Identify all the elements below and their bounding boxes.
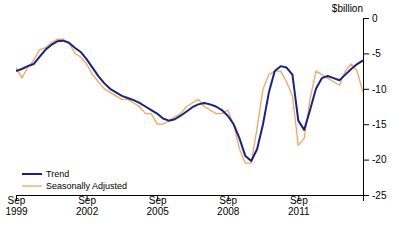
chart: Sep1999Sep2002Sep2005Sep2008Sep20110-5-1… — [0, 0, 397, 227]
x-tick: Sep2005 — [147, 195, 170, 217]
lines — [16, 39, 363, 163]
y-axis-line — [364, 19, 370, 196]
legend-label: Seasonally Adjusted — [46, 181, 127, 191]
x-tick-label-line: 2002 — [76, 206, 99, 217]
y-tick: -10 — [363, 84, 387, 95]
y-tick-mark — [363, 89, 369, 90]
legend-item: Trend — [22, 169, 69, 179]
y-tick: -15 — [363, 119, 387, 130]
x-tick: Sep2002 — [76, 195, 99, 217]
y-tick: 0 — [363, 13, 378, 24]
legend-item: Seasonally Adjusted — [22, 181, 127, 191]
series-line — [16, 39, 363, 163]
x-tick-label-line: Sep — [219, 195, 237, 206]
x-tick-label: Sep2008 — [217, 195, 240, 217]
x-tick-label-line: 1999 — [5, 206, 28, 217]
y-tick-mark — [363, 195, 369, 196]
x-axis-line — [17, 196, 364, 202]
y-tick-label: -15 — [372, 119, 387, 130]
x-tick-label: Sep2011 — [288, 195, 310, 217]
legend: Trend Seasonally Adjusted — [22, 169, 127, 191]
x-tick: Sep2008 — [217, 195, 240, 217]
x-tick: Sep1999 — [5, 195, 28, 217]
y-tick-label: -5 — [372, 48, 381, 59]
y-tick-label: -25 — [372, 190, 387, 201]
x-tick: Sep2011 — [288, 195, 310, 217]
x-tick-label-line: Sep — [78, 195, 96, 206]
legend-swatch — [22, 185, 42, 186]
x-tick-label-line: Sep — [149, 195, 167, 206]
y-tick-label: -10 — [372, 84, 387, 95]
y-tick: -20 — [363, 154, 387, 165]
title: $billion — [332, 3, 363, 14]
y-tick-mark — [363, 53, 369, 54]
y-tick: -5 — [363, 48, 381, 59]
legend-swatch — [22, 173, 42, 175]
x-tick-label: Sep2002 — [76, 195, 99, 217]
y-tick: -25 — [363, 190, 387, 201]
y-tick-mark — [363, 18, 369, 19]
x-tick-label-line: Sep — [290, 195, 308, 206]
y-tick-mark — [363, 124, 369, 125]
x-tick-label-line: 2005 — [147, 206, 170, 217]
x-tick-label: Sep2005 — [147, 195, 170, 217]
plot: Sep1999Sep2002Sep2005Sep2008Sep20110-5-1… — [5, 13, 387, 217]
x-tick-label: Sep1999 — [5, 195, 28, 217]
x-axis: Sep1999Sep2002Sep2005Sep2008Sep2011 — [5, 195, 363, 217]
y-tick-mark — [363, 160, 369, 161]
series-line — [16, 41, 363, 161]
y-axis: 0 -5 -10 -15 -20 -25 — [363, 13, 387, 201]
x-tick-label-line: 2011 — [288, 206, 310, 217]
y-tick-label: 0 — [372, 13, 378, 24]
legend-label: Trend — [46, 169, 69, 179]
x-tick-label-line: Sep — [8, 195, 26, 206]
y-tick-label: -20 — [372, 154, 387, 165]
x-tick-label-line: 2008 — [217, 206, 240, 217]
